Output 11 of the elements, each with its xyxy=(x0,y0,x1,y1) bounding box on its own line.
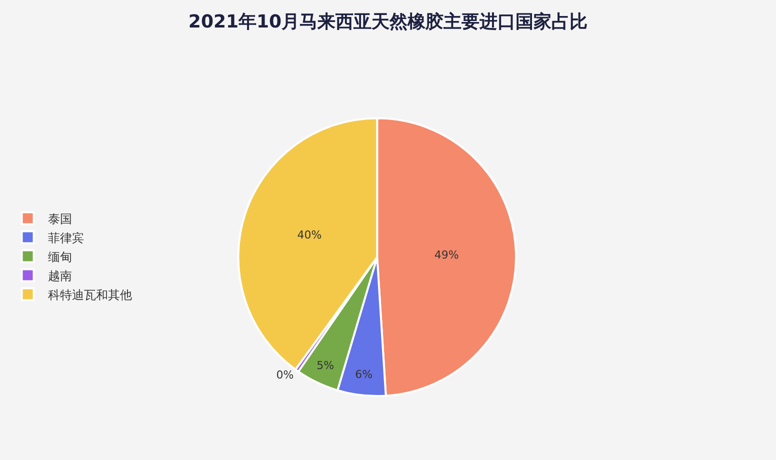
data-label: 5% xyxy=(316,359,334,372)
legend-label: 缅甸 xyxy=(48,250,72,264)
data-label: 6% xyxy=(355,368,373,382)
legend-label: 科特迪瓦和其他 xyxy=(48,288,132,302)
legend-label: 泰国 xyxy=(48,212,72,226)
data-label: 49% xyxy=(434,248,459,262)
legend-label: 越南 xyxy=(48,268,72,283)
data-label: 40% xyxy=(297,228,322,242)
chart-title: 2021年10月马来西亚天然橡胶主要进口国家占比 xyxy=(188,11,588,32)
legend-label: 菲律宾 xyxy=(48,230,84,245)
data-label: 0% xyxy=(276,368,294,382)
